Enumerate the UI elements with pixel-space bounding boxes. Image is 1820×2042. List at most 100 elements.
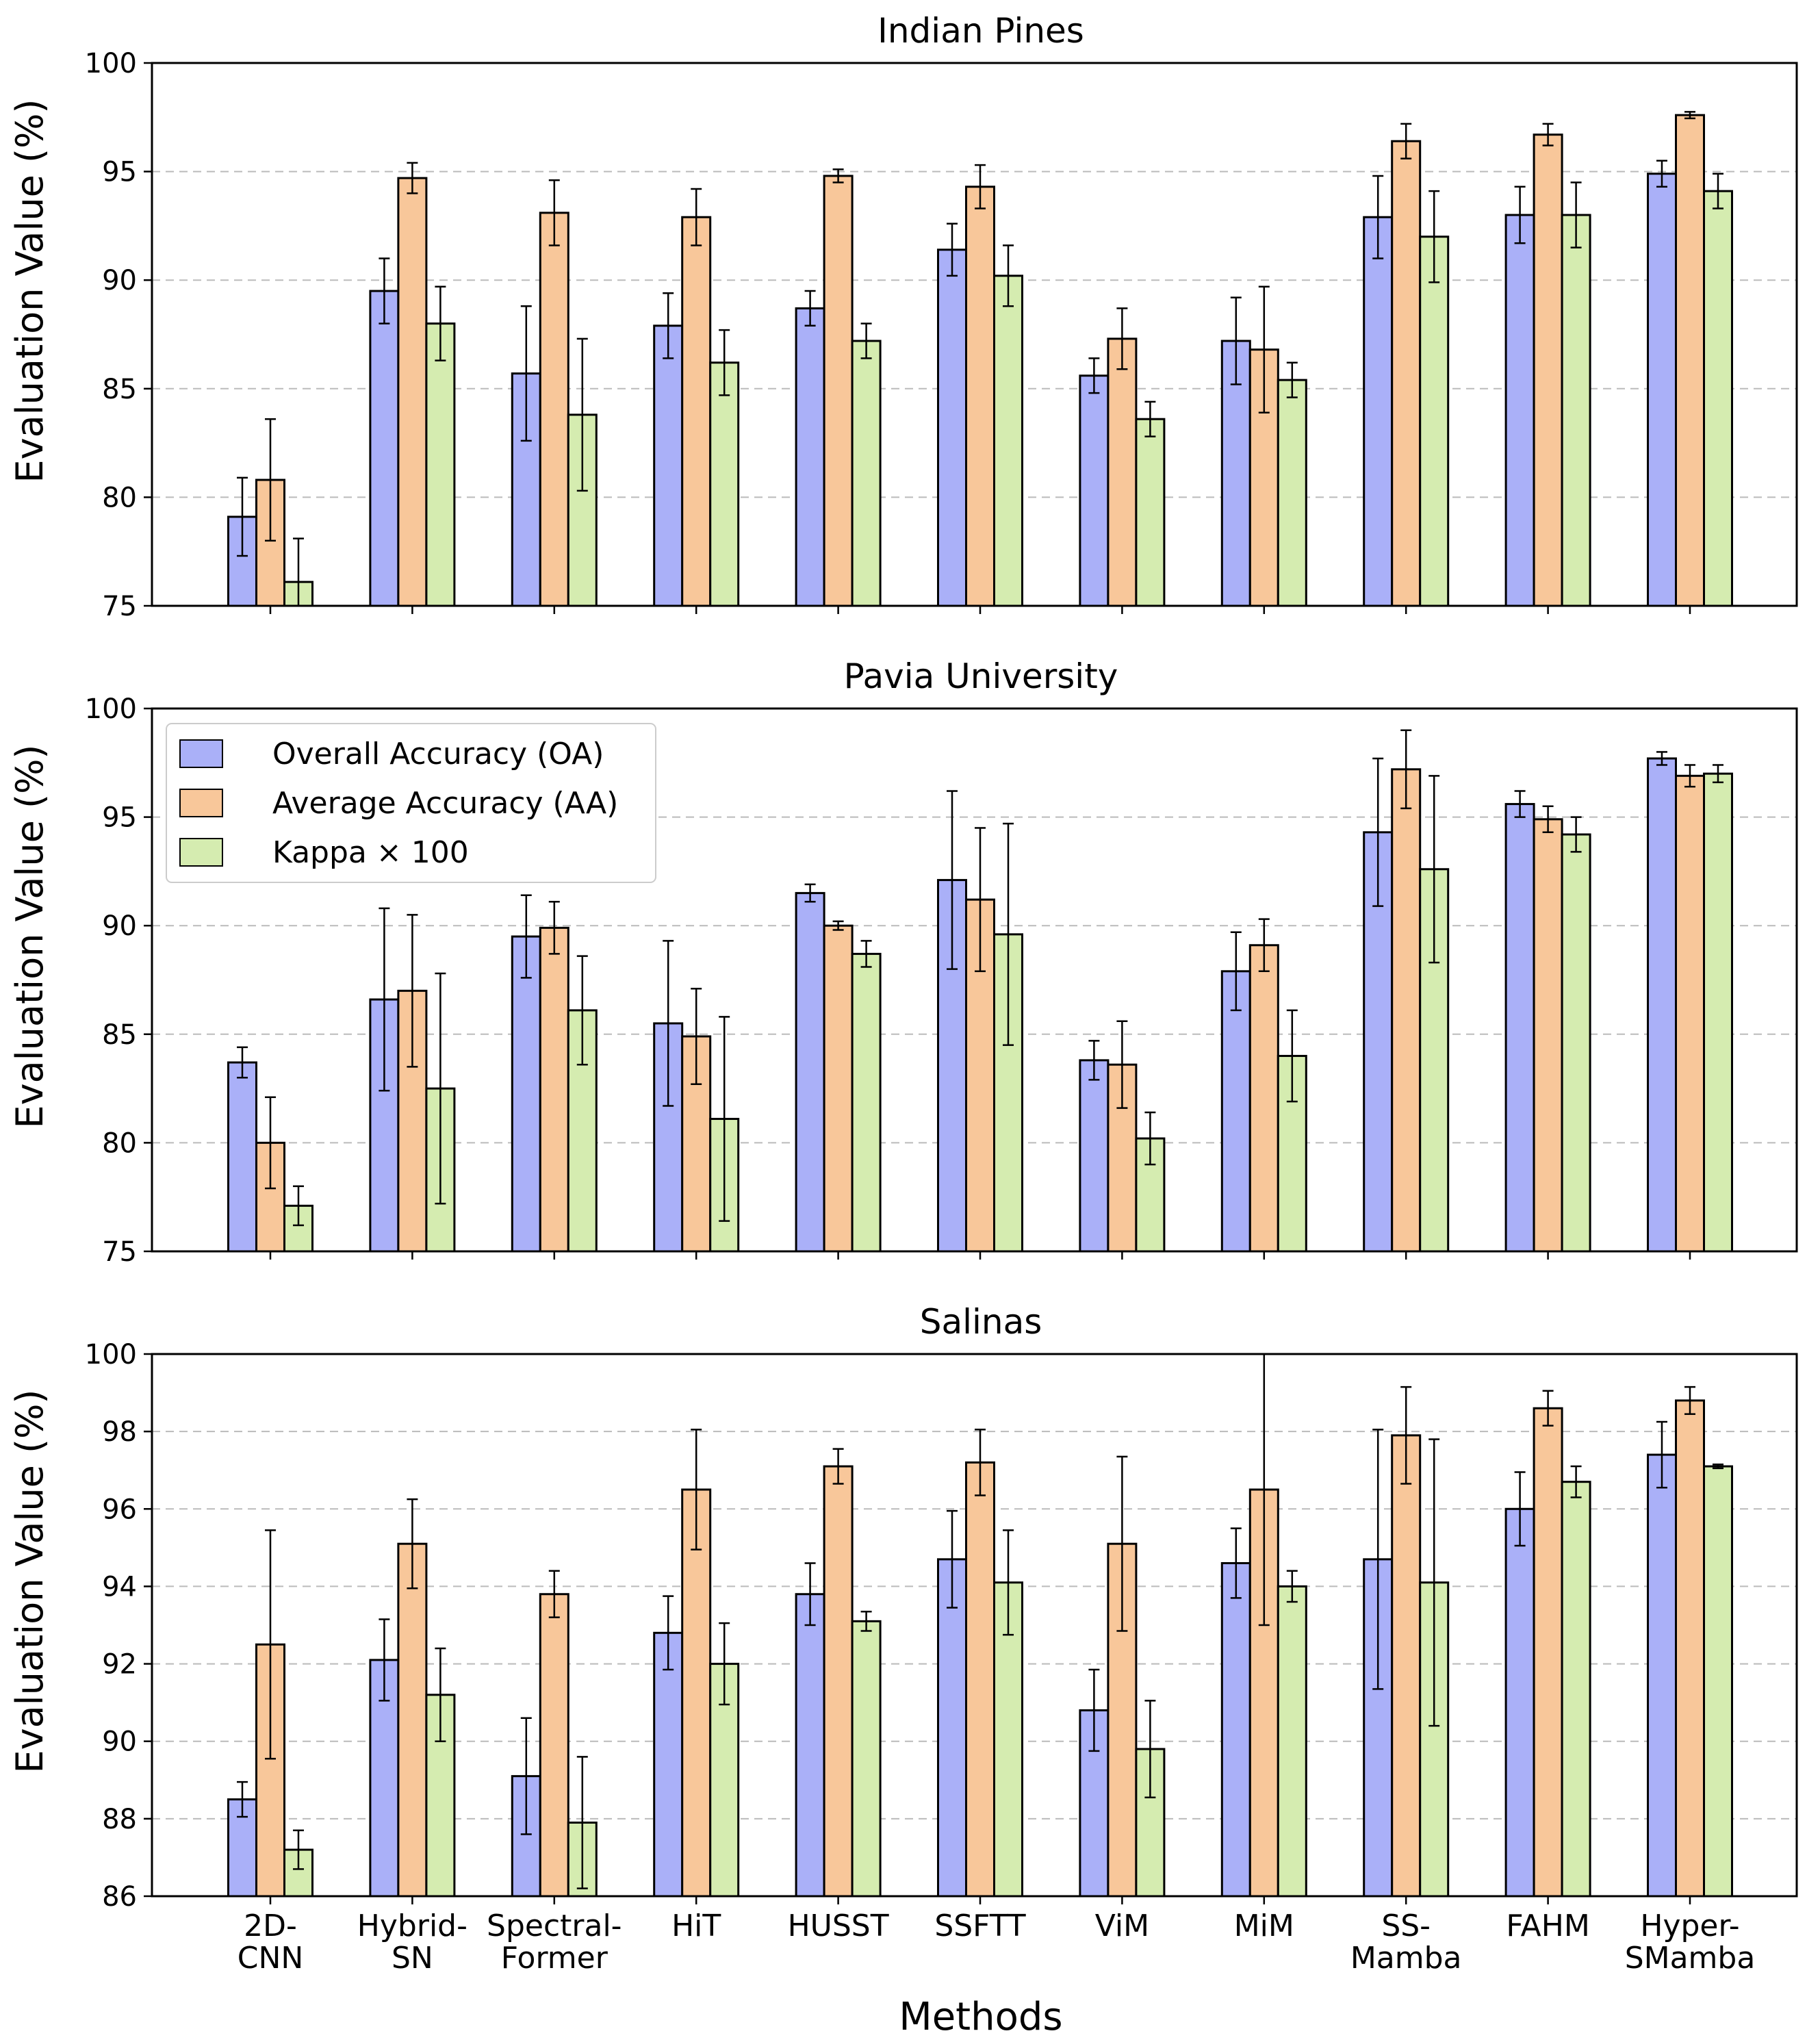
bar-aa xyxy=(397,177,428,607)
y-tick-label: 95 xyxy=(102,802,137,834)
panel-title: Salinas xyxy=(920,1302,1042,1342)
bar-oa xyxy=(795,1593,825,1898)
bar-oa xyxy=(937,248,967,607)
legend-swatch-aa xyxy=(179,789,223,817)
bar-aa xyxy=(1391,768,1422,1253)
bar-aa xyxy=(539,926,569,1253)
bar-oa xyxy=(653,1631,684,1898)
bar-kappa xyxy=(1135,418,1166,607)
bar-aa xyxy=(1533,133,1563,607)
y-tick-label: 80 xyxy=(102,482,137,513)
bar-aa xyxy=(539,1593,569,1898)
y-tick-label: 100 xyxy=(85,693,137,725)
bar-oa xyxy=(369,290,400,607)
bar-kappa xyxy=(851,340,882,607)
bar-aa xyxy=(1675,774,1705,1253)
bar-kappa xyxy=(1419,235,1450,607)
y-tick-label: 85 xyxy=(102,374,137,405)
bar-oa xyxy=(1647,757,1677,1253)
bar-aa xyxy=(1675,1399,1705,1898)
bar-oa xyxy=(1220,1561,1251,1898)
bar-kappa xyxy=(1561,214,1591,607)
bar-aa xyxy=(965,186,995,607)
y-tick-label: 80 xyxy=(102,1127,137,1159)
bar-kappa xyxy=(851,1620,882,1898)
panel-indian-pines: Indian Pines Evaluation Value (%) 75 80 85… xyxy=(8,11,1798,622)
legend-swatch-kappa xyxy=(179,838,223,867)
y-tick-label: 90 xyxy=(102,910,137,942)
bar-aa xyxy=(1675,114,1705,607)
legend-frame xyxy=(166,723,656,883)
x-tick-label: 2D- xyxy=(244,1909,297,1943)
bar-aa xyxy=(1248,944,1279,1253)
y-tick-label: 90 xyxy=(102,1726,137,1758)
bar-oa xyxy=(1504,214,1535,607)
bar-kappa xyxy=(709,361,740,607)
bar-aa xyxy=(1533,1407,1563,1898)
panel-title: Indian Pines xyxy=(877,11,1084,51)
bar-kappa xyxy=(1561,833,1591,1253)
bar-oa xyxy=(1079,1059,1110,1253)
bar-kappa xyxy=(1703,190,1733,607)
x-tick-label: Spectral- xyxy=(487,1909,622,1943)
bar-kappa xyxy=(1277,1585,1307,1898)
bar-oa xyxy=(1647,173,1677,607)
y-tick-label: 92 xyxy=(102,1649,137,1681)
x-tick-label: MiM xyxy=(1234,1909,1294,1943)
panel-title: Pavia University xyxy=(844,656,1118,696)
x-tick-label: SN xyxy=(392,1941,433,1976)
axes-frame xyxy=(151,707,1798,1253)
bar-oa xyxy=(795,892,825,1253)
bar-kappa xyxy=(1703,772,1733,1253)
bar-oa xyxy=(795,307,825,607)
bar-oa xyxy=(1647,1453,1677,1898)
bar-oa xyxy=(227,1061,257,1253)
bar-oa xyxy=(653,324,684,607)
y-tick-label: 98 xyxy=(102,1416,137,1448)
y-tick-label: 75 xyxy=(102,591,137,622)
legend-label-kappa: Kappa × 100 xyxy=(272,835,469,870)
legend-label-aa: Average Accuracy (AA) xyxy=(272,786,618,821)
x-tick-label: SSFTT xyxy=(934,1909,1025,1943)
bar-kappa xyxy=(851,952,882,1253)
x-tick-label: SS- xyxy=(1381,1909,1431,1943)
y-tick-label: 95 xyxy=(102,157,137,188)
x-tick-label: Hyper- xyxy=(1640,1909,1739,1943)
bar-aa xyxy=(681,1488,712,1898)
x-axis-label: Methods xyxy=(899,1995,1062,2039)
bar-oa xyxy=(511,935,541,1253)
x-tick-label: Mamba xyxy=(1350,1941,1462,1976)
y-tick-label: 96 xyxy=(102,1494,137,1525)
x-tick-label: SMamba xyxy=(1625,1941,1756,1976)
legend-label-oa: Overall Accuracy (OA) xyxy=(272,737,604,771)
bar-aa xyxy=(823,175,854,607)
bar-kappa xyxy=(993,275,1023,607)
bar-oa xyxy=(1363,216,1394,607)
bar-aa xyxy=(539,212,569,607)
y-axis-label: Evaluation Value (%) xyxy=(8,1390,51,1774)
y-tick-label: 90 xyxy=(102,265,137,296)
bar-kappa xyxy=(1703,1465,1733,1898)
y-tick-label: 100 xyxy=(85,48,137,79)
bar-kappa xyxy=(425,322,456,607)
y-tick-label: 100 xyxy=(85,1339,137,1370)
bar-oa xyxy=(1504,1507,1535,1898)
y-tick-label: 88 xyxy=(102,1804,137,1835)
axes-frame xyxy=(151,1353,1798,1898)
bar-aa xyxy=(965,1461,995,1898)
bar-kappa xyxy=(1561,1481,1591,1898)
bar-oa xyxy=(1504,803,1535,1253)
bar-aa xyxy=(823,924,854,1253)
bar-aa xyxy=(1107,337,1138,607)
x-tick-label: HiT xyxy=(671,1909,721,1943)
bar-oa xyxy=(1079,374,1110,607)
y-axis-label: Evaluation Value (%) xyxy=(8,745,51,1129)
x-tick-label: Hybrid- xyxy=(357,1909,467,1943)
bar-aa xyxy=(1533,818,1563,1253)
axes-frame xyxy=(151,62,1798,607)
y-tick-label: 94 xyxy=(102,1571,137,1603)
x-tick-label: HUSST xyxy=(788,1909,889,1943)
bar-oa xyxy=(1220,970,1251,1253)
bar-kappa xyxy=(1277,379,1307,607)
